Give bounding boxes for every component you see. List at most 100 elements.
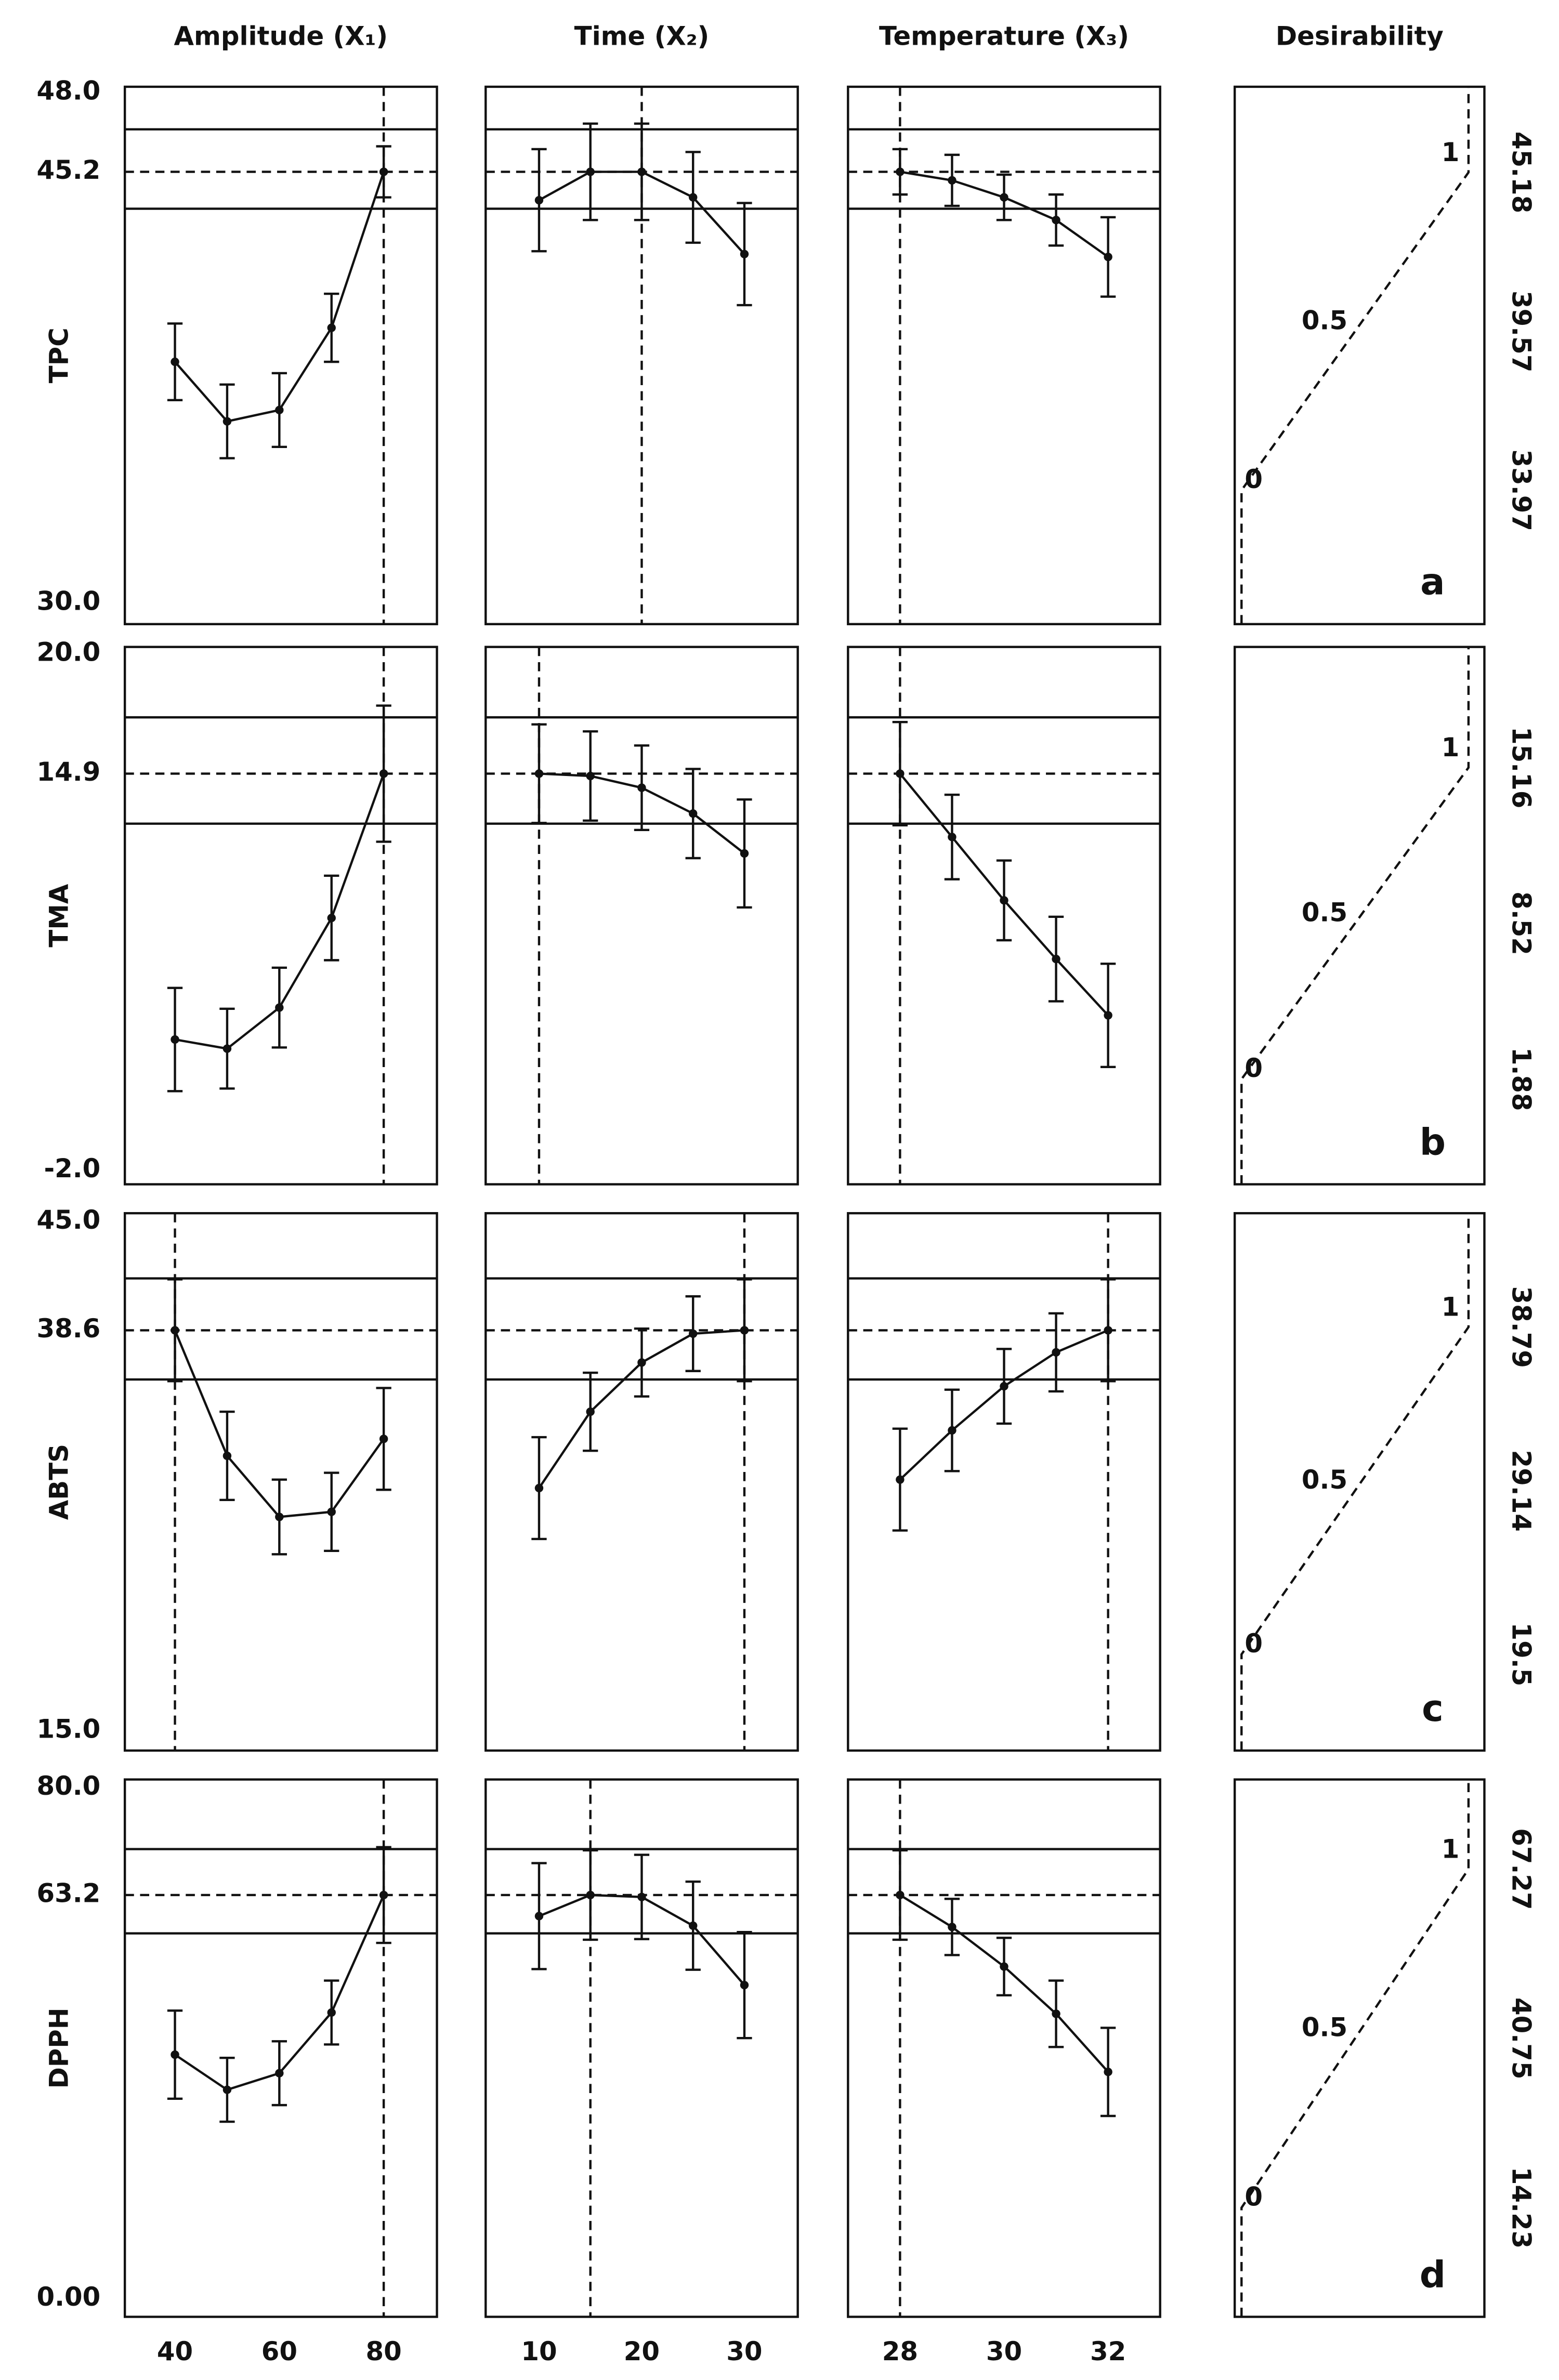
desirability-label: 0 (1244, 1053, 1263, 1083)
data-point (534, 1912, 544, 1921)
panel-letter: d (1420, 2253, 1446, 2296)
data-point (586, 1407, 595, 1416)
data-point (637, 1892, 646, 1901)
data-point (327, 913, 336, 923)
desirability-curve (1240, 1779, 1470, 2317)
data-point (948, 176, 957, 185)
desirability-label: 0.5 (1302, 897, 1347, 927)
response-level-label: 29.14 (1506, 1450, 1536, 1532)
y-tick-label: 45.0 (37, 1205, 101, 1235)
data-point (275, 405, 284, 415)
response-level-label: 67.27 (1506, 1828, 1536, 1910)
data-point (637, 783, 646, 792)
x-tick-label: 28 (882, 2336, 918, 2366)
data-point (275, 1003, 284, 1012)
data-point (1000, 193, 1008, 202)
response-level-label: 39.57 (1506, 291, 1536, 372)
desirability-label: 1 (1442, 137, 1460, 167)
desirability-label: 1 (1442, 732, 1460, 762)
data-point (689, 1329, 698, 1338)
panel-frame (1233, 1778, 1486, 2318)
response-level-label: 19.5 (1506, 1623, 1536, 1687)
data-point (740, 1980, 749, 1990)
panel-frame (123, 646, 438, 1186)
data-point (534, 769, 544, 778)
panel-frame (123, 1778, 438, 2318)
panel-frame (847, 1778, 1161, 2318)
data-point (1000, 896, 1008, 905)
y-tick-label: 38.6 (37, 1313, 101, 1344)
panel-frame (1233, 1212, 1486, 1752)
y-tick-label: 20.0 (37, 637, 101, 667)
response-level-label: 45.18 (1506, 132, 1536, 213)
y-axis-label: DPPH (44, 2008, 74, 2089)
column-title: Time (X₂) (574, 21, 710, 51)
y-axis-label: TPC (44, 327, 74, 383)
response-level-label: 14.23 (1506, 2167, 1536, 2248)
panel-frame (123, 85, 438, 625)
data-point (534, 195, 544, 205)
data-point (171, 357, 179, 366)
data-point (586, 771, 595, 781)
y-tick-label: 15.0 (37, 1714, 101, 1744)
response-level-label: 33.97 (1506, 450, 1536, 531)
data-point (222, 417, 232, 426)
y-tick-label: 80.0 (37, 1771, 101, 1801)
desirability-label: 0 (1244, 2181, 1263, 2212)
panel-frame (484, 1778, 799, 2318)
response-level-label: 15.16 (1506, 727, 1536, 808)
desirability-curve (1240, 1213, 1470, 1751)
x-tick-label: 40 (157, 2336, 193, 2366)
y-axis-label: ABTS (44, 1444, 74, 1520)
desirability-label: 0.5 (1302, 1465, 1347, 1495)
data-point (534, 1483, 544, 1493)
data-point (1104, 253, 1112, 261)
y-axis-label: TMA (44, 884, 74, 947)
x-tick-label: 60 (261, 2336, 297, 2366)
x-tick-label: 80 (366, 2336, 402, 2366)
data-point (740, 249, 749, 259)
panel-frame (484, 646, 799, 1186)
data-point (222, 2085, 232, 2094)
x-tick-label: 30 (986, 2336, 1022, 2366)
data-point (1104, 1326, 1112, 1335)
data-point (740, 1326, 749, 1335)
y-tick-label: 0.00 (37, 2282, 101, 2312)
data-point (689, 809, 698, 818)
data-point (1052, 2009, 1060, 2018)
data-point (379, 1890, 388, 1900)
data-point (222, 1451, 232, 1461)
data-point (379, 1435, 388, 1443)
desirability-label: 0.5 (1302, 306, 1347, 336)
column-title: Desirability (1276, 21, 1444, 51)
desirability-label: 1 (1442, 1292, 1460, 1322)
panel-frame (123, 1212, 438, 1752)
data-point (327, 2008, 336, 2017)
y-tick-label: 45.2 (37, 155, 101, 185)
panel-frame (1233, 646, 1486, 1186)
data-point (1052, 954, 1060, 964)
data-point (327, 323, 336, 332)
data-point (948, 833, 957, 841)
panel-letter: a (1420, 561, 1445, 603)
data-point (171, 2050, 179, 2059)
x-tick-label: 10 (521, 2336, 557, 2366)
data-point (689, 1921, 698, 1930)
data-point (222, 1044, 232, 1053)
x-tick-label: 30 (726, 2336, 762, 2366)
panel-frame (484, 1212, 799, 1752)
y-tick-label: 63.2 (37, 1878, 101, 1908)
data-point (275, 2069, 284, 2077)
data-point (896, 1475, 905, 1484)
response-level-label: 38.79 (1506, 1286, 1536, 1367)
desirability-label: 1 (1442, 1834, 1460, 1864)
response-level-label: 40.75 (1506, 1997, 1536, 2079)
panel-letter: c (1422, 1687, 1444, 1730)
data-point (586, 1890, 595, 1900)
data-point (1104, 1011, 1112, 1020)
data-point (1052, 1348, 1060, 1357)
data-point (896, 1890, 905, 1900)
data-point (327, 1507, 336, 1516)
data-point (948, 1923, 957, 1931)
